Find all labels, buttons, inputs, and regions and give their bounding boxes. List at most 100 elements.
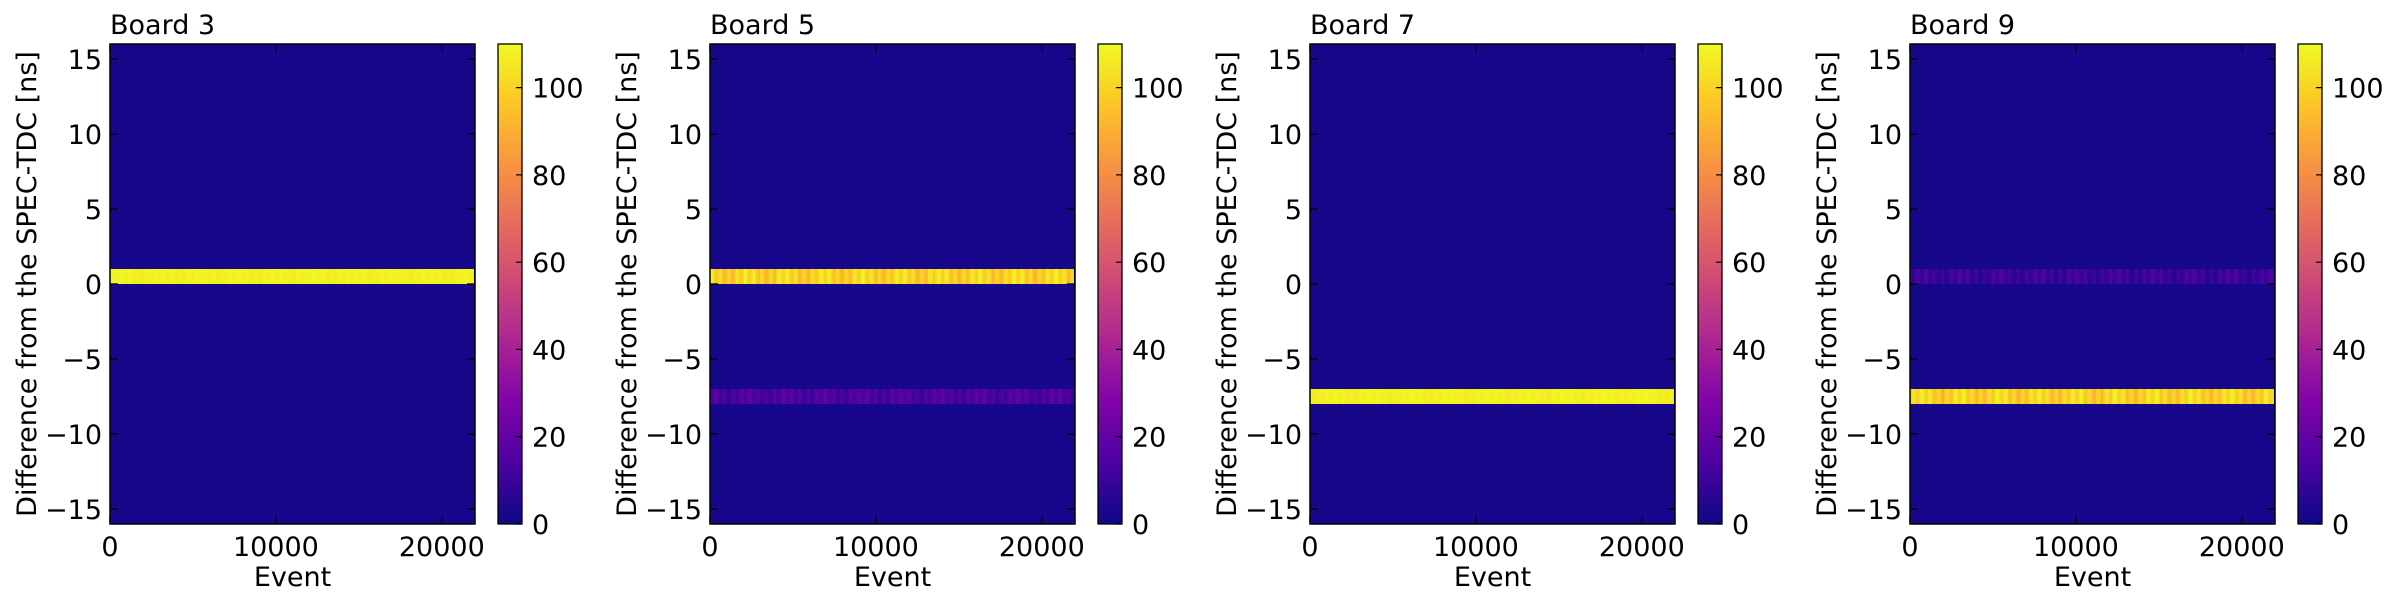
heatmap-cell — [830, 269, 834, 284]
heatmap-cell — [2191, 389, 2195, 404]
heatmap-cell — [1568, 389, 1572, 404]
heatmap-cell — [1312, 389, 1316, 404]
heatmap-cell — [975, 389, 979, 404]
heatmap-cell — [200, 269, 204, 284]
y-tick-label: −10 — [645, 420, 702, 451]
heatmap-cell — [2112, 269, 2115, 284]
heatmap-cell — [418, 269, 422, 284]
heatmap-cell — [377, 269, 381, 284]
heatmap-cell — [2200, 389, 2204, 404]
heatmap-cell — [1380, 389, 1384, 404]
heatmap-cell — [2089, 269, 2093, 284]
heatmap-cell — [1339, 389, 1343, 404]
heatmap-cell — [164, 269, 168, 284]
heatmap-cell — [187, 269, 191, 284]
heatmap-cell — [900, 269, 904, 284]
heatmap-cell — [1566, 389, 1570, 404]
heatmap-cell — [814, 269, 818, 284]
heatmap-cell — [1668, 389, 1672, 404]
heatmap-cell — [114, 269, 118, 284]
heatmap-cell — [2041, 269, 2045, 284]
heatmap-band — [110, 269, 474, 284]
heatmap-cell — [237, 269, 241, 284]
colorbar-tick-label: 100 — [1732, 74, 1784, 105]
heatmap-cell — [2048, 389, 2052, 404]
heatmap-cell — [248, 269, 252, 284]
heatmap-cell — [1966, 269, 1970, 284]
heatmap-cell — [821, 269, 825, 284]
heatmap-cell — [2023, 389, 2027, 404]
heatmap-cell — [1982, 389, 1986, 404]
heatmap-cell — [1057, 269, 1061, 284]
heatmap-cell — [273, 269, 277, 284]
heatmap-cell — [2096, 389, 2100, 404]
heatmap-cell — [2009, 389, 2013, 404]
heatmap-cell — [2261, 389, 2265, 404]
heatmap-cell — [1052, 269, 1056, 284]
heatmap-cell — [282, 269, 286, 284]
heatmap-cell — [1989, 269, 1993, 284]
heatmap-cell — [2216, 269, 2220, 284]
heatmap-cell — [1921, 269, 1925, 284]
heatmap-cell — [441, 269, 445, 284]
heatmap-cell — [2007, 269, 2011, 284]
colorbar-tick-label: 20 — [1132, 423, 1166, 454]
heatmap-cell — [2239, 389, 2243, 404]
heatmap-cell — [905, 269, 909, 284]
heatmap-cell — [2173, 389, 2177, 404]
heatmap-cell — [993, 269, 997, 284]
heatmap-cell — [946, 269, 950, 284]
heatmap-cell — [2025, 269, 2029, 284]
heatmap-cell — [714, 269, 718, 284]
heatmap-cell — [996, 389, 999, 404]
heatmap-cell — [769, 269, 772, 284]
heatmap-cell — [2082, 389, 2086, 404]
heatmap-cell — [782, 389, 786, 404]
heatmap-cell — [1944, 389, 1947, 404]
heatmap-cell — [1587, 389, 1590, 404]
heatmap-cell — [862, 269, 866, 284]
heatmap-cell — [1034, 269, 1038, 284]
heatmap-cell — [980, 269, 984, 284]
heatmap-cell — [834, 269, 838, 284]
colorbar — [2298, 44, 2322, 524]
heatmap-cell — [2182, 269, 2186, 284]
heatmap-cell — [364, 269, 368, 284]
heatmap-cell — [2177, 269, 2181, 284]
heatmap-cell — [1344, 389, 1347, 404]
heatmap-cell — [952, 389, 956, 404]
heatmap-cell — [878, 269, 881, 284]
heatmap-cell — [925, 389, 929, 404]
x-tick-label: 20000 — [1599, 532, 1685, 563]
heatmap-cell — [1916, 269, 1920, 284]
heatmap-cell — [948, 269, 952, 284]
heatmap-cell — [1950, 269, 1954, 284]
heatmap-cell — [157, 269, 161, 284]
heatmap-cell — [296, 269, 300, 284]
heatmap-cell — [825, 389, 829, 404]
heatmap-cell — [2118, 269, 2122, 284]
heatmap-cell — [2005, 269, 2009, 284]
heatmap-cell — [221, 269, 225, 284]
heatmap-cell — [2141, 389, 2145, 404]
heatmap-cell — [332, 269, 336, 284]
heatmap-cell — [744, 269, 747, 284]
heatmap-cell — [334, 269, 338, 284]
heatmap-cell — [848, 389, 852, 404]
heatmap-cell — [2059, 389, 2063, 404]
heatmap-cell — [2012, 389, 2016, 404]
heatmap-cell — [2098, 269, 2102, 284]
heatmap-cell — [1500, 389, 1504, 404]
heatmap-cell — [2080, 269, 2084, 284]
x-tick-label: 20000 — [999, 532, 1085, 563]
colorbar-tick-label: 20 — [1732, 423, 1766, 454]
heatmap-cell — [1330, 389, 1334, 404]
heatmap-cell — [1491, 389, 1495, 404]
heatmap-cell — [977, 269, 981, 284]
heatmap-cell — [373, 269, 377, 284]
heatmap-cell — [1396, 389, 1400, 404]
heatmap-cell — [1661, 389, 1665, 404]
heatmap-cell — [214, 269, 218, 284]
heatmap-cell — [930, 389, 934, 404]
heatmap-cell — [137, 269, 141, 284]
